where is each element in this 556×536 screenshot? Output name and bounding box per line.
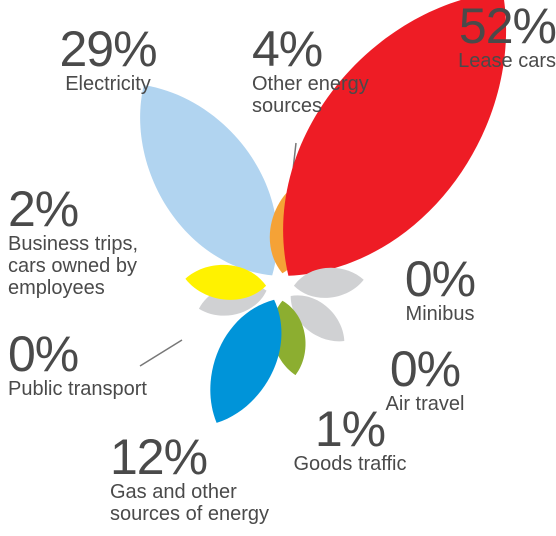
petal-label: 1% Goods traffic (280, 401, 420, 475)
petal (272, 300, 306, 376)
petal (185, 264, 267, 300)
petal (283, 0, 507, 276)
category-label: Other energy sources (252, 73, 369, 117)
value-label: 1% (314, 401, 386, 457)
petal (290, 295, 345, 342)
petal (293, 267, 364, 298)
petal-label: 4% Other energy sources (252, 21, 392, 117)
value-label: 12% (110, 429, 208, 485)
value-label: 4% (252, 21, 323, 77)
category-label: Goods traffic (293, 453, 407, 475)
category-label: Minibus (405, 303, 475, 325)
petal-label: 12% Gas and other sources of energy (110, 429, 300, 525)
value-label: 0% (8, 326, 79, 382)
category-label: Electricity (65, 73, 151, 95)
petal (210, 299, 282, 423)
value-label: 29% (59, 21, 157, 77)
value-label: 0% (389, 341, 461, 397)
category-label: Gas and other sources of energy (110, 481, 269, 525)
petal-label: 0% Public transport (8, 326, 188, 400)
value-label: 52% (458, 0, 556, 54)
category-label: Lease cars (458, 50, 556, 72)
category-label: Business trips, cars owned by employees (8, 233, 139, 299)
petal (140, 85, 278, 276)
petal-label: 29% Electricity (40, 21, 176, 95)
value-label: 2% (8, 181, 79, 237)
value-label: 0% (404, 251, 476, 307)
petal-label: 0% Minibus (385, 251, 495, 325)
petal-label: 52% Lease cars (420, 0, 556, 72)
category-label: Public transport (8, 378, 147, 400)
petal-label: 0% Air travel (370, 341, 480, 415)
category-label: Air travel (385, 393, 465, 415)
petal-label: 2% Business trips, cars owned by employee… (8, 181, 168, 299)
leader-line (139, 339, 183, 367)
